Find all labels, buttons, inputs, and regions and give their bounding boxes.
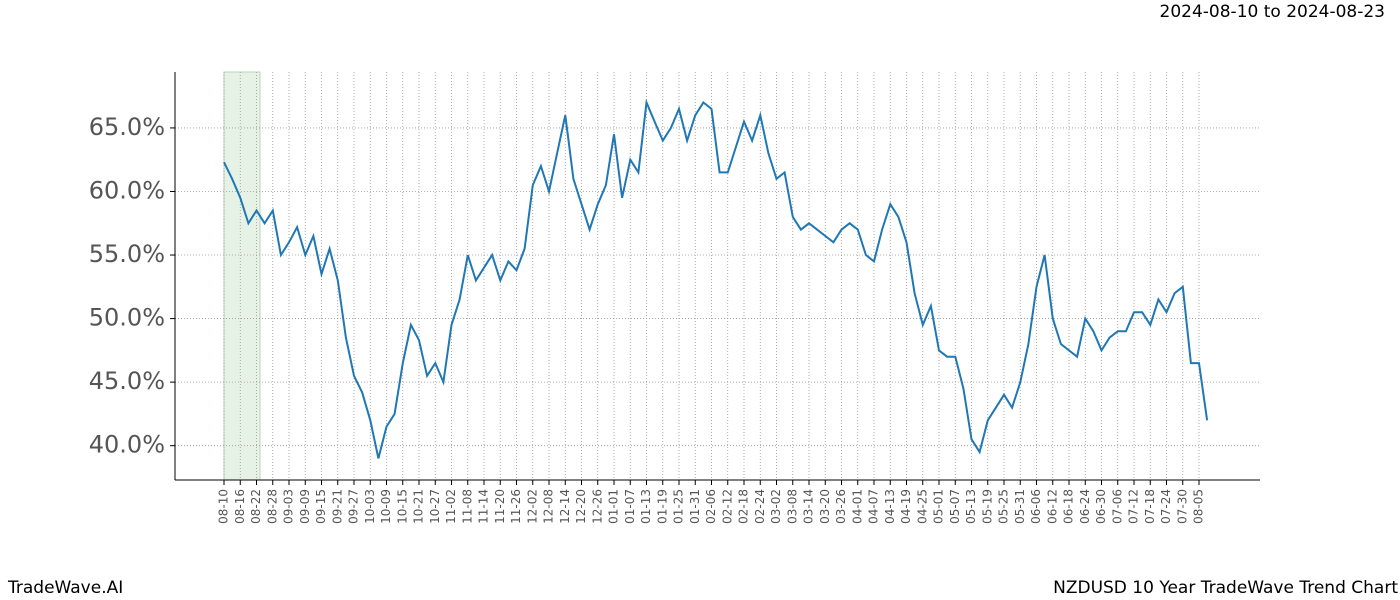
x-tick-label: 03-08 xyxy=(785,489,799,524)
x-tick-label: 05-25 xyxy=(997,489,1011,524)
x-tick-label: 05-07 xyxy=(948,489,962,524)
chart-title: NZDUSD 10 Year TradeWave Trend Chart xyxy=(1053,578,1398,598)
y-tick-label: 65.0% xyxy=(89,113,165,141)
x-tick-label: 03-26 xyxy=(834,489,848,524)
x-tick-label: 05-19 xyxy=(980,489,994,524)
y-tick-label: 60.0% xyxy=(89,176,165,204)
x-tick-label: 06-06 xyxy=(1029,489,1043,524)
x-tick-label: 01-31 xyxy=(688,489,702,524)
x-tick-label: 08-16 xyxy=(233,489,247,524)
x-tick-label: 09-09 xyxy=(298,489,312,524)
x-tick-label: 04-13 xyxy=(883,489,897,524)
x-tick-label: 09-15 xyxy=(314,489,328,524)
x-tick-label: 10-27 xyxy=(428,489,442,524)
x-tick-label: 09-03 xyxy=(282,489,296,524)
highlight-range xyxy=(223,71,261,481)
x-tick-label: 06-24 xyxy=(1078,489,1092,524)
x-tick-label: 12-08 xyxy=(542,489,556,524)
date-range: 2024-08-10 to 2024-08-23 xyxy=(1160,2,1385,22)
x-tick-label: 08-05 xyxy=(1192,489,1206,524)
y-tick-label: 55.0% xyxy=(89,240,165,268)
x-tick-label: 11-08 xyxy=(460,489,474,524)
x-tick-label: 11-14 xyxy=(477,489,491,524)
x-tick-label: 08-10 xyxy=(217,489,231,524)
x-tick-label: 08-28 xyxy=(265,489,279,524)
x-tick-label: 12-20 xyxy=(574,489,588,524)
x-tick-label: 11-02 xyxy=(444,489,458,524)
x-tick-label: 01-25 xyxy=(672,489,686,524)
x-tick-label: 07-06 xyxy=(1110,489,1124,524)
x-tick-label: 09-27 xyxy=(347,489,361,524)
x-tick-label: 07-24 xyxy=(1159,489,1173,524)
brand: TradeWave.AI xyxy=(7,578,123,598)
x-tick-label: 04-19 xyxy=(899,489,913,524)
x-tick-label: 11-26 xyxy=(509,489,523,524)
x-tick-label: 02-12 xyxy=(720,489,734,524)
x-tick-label: 12-26 xyxy=(590,489,604,524)
x-tick-label: 10-15 xyxy=(395,489,409,524)
x-tick-label: 07-12 xyxy=(1127,489,1141,524)
x-tick-label: 10-21 xyxy=(412,489,426,524)
y-tick-label: 50.0% xyxy=(89,304,165,332)
x-tick-label: 10-09 xyxy=(379,489,393,524)
x-tick-label: 01-19 xyxy=(655,489,669,524)
x-tick-label: 05-13 xyxy=(964,489,978,524)
x-tick-label: 02-24 xyxy=(753,489,767,524)
x-tick-label: 06-12 xyxy=(1045,489,1059,524)
x-tick-label: 01-07 xyxy=(623,489,637,524)
x-tick-label: 10-03 xyxy=(363,489,377,524)
x-tick-label: 09-21 xyxy=(330,489,344,524)
x-tick-label: 08-22 xyxy=(249,489,263,524)
x-tick-label: 07-30 xyxy=(1175,489,1189,524)
x-tick-label: 06-30 xyxy=(1094,489,1108,524)
x-tick-label: 02-18 xyxy=(737,489,751,524)
x-tick-label: 12-02 xyxy=(525,489,539,524)
x-tick-label: 11-20 xyxy=(493,489,507,524)
x-tick-label: 04-01 xyxy=(850,489,864,524)
x-tick-label: 07-18 xyxy=(1143,489,1157,524)
x-tick-label: 05-01 xyxy=(932,489,946,524)
x-tick-label: 12-14 xyxy=(558,489,572,524)
y-tick-label: 45.0% xyxy=(89,367,165,395)
x-tick-label: 03-20 xyxy=(818,489,832,524)
x-tick-label: 04-25 xyxy=(915,489,929,524)
x-tick-label: 01-13 xyxy=(639,489,653,524)
x-tick-label: 04-07 xyxy=(867,489,881,524)
y-tick-label: 40.0% xyxy=(89,431,165,459)
x-tick-label: 03-14 xyxy=(802,489,816,524)
x-tick-label: 02-06 xyxy=(704,489,718,524)
x-tick-label: 05-31 xyxy=(1013,489,1027,524)
x-tick-label: 01-01 xyxy=(607,489,621,524)
x-tick-label: 03-02 xyxy=(769,489,783,524)
x-tick-label: 06-18 xyxy=(1062,489,1076,524)
trend-line xyxy=(223,98,1209,459)
